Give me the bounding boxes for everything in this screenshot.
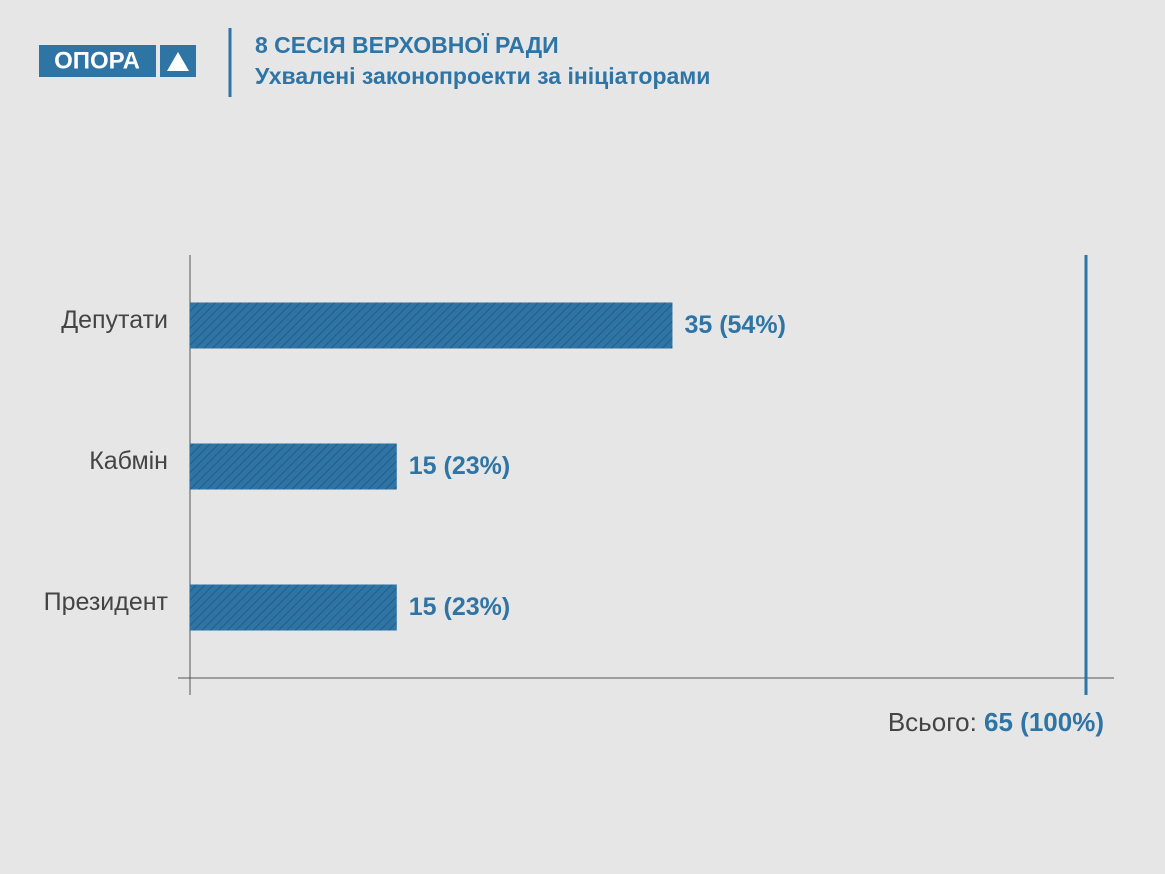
chart-title: 8 СЕСІЯ ВЕРХОВНОЇ РАДИ bbox=[255, 32, 559, 58]
total-annotation: Всього: 65 (100%) bbox=[888, 707, 1104, 737]
bar bbox=[190, 302, 673, 349]
chart-subtitle: Ухвалені законопроекти за ініціаторами bbox=[255, 63, 710, 89]
value-label: 15 (23%) bbox=[409, 452, 510, 480]
logo-triangle bbox=[167, 52, 189, 71]
bar bbox=[190, 443, 397, 490]
logo-text: ОПОРА bbox=[54, 47, 140, 74]
category-label: Кабмін bbox=[89, 447, 168, 475]
total-value: 65 (100%) bbox=[984, 707, 1104, 737]
category-label: Президент bbox=[44, 588, 169, 616]
value-label: 15 (23%) bbox=[409, 593, 510, 621]
total-label: Всього: bbox=[888, 707, 977, 737]
logo-box bbox=[39, 45, 156, 77]
value-label: 35 (54%) bbox=[684, 311, 785, 339]
category-label: Депутати bbox=[61, 306, 168, 334]
bar bbox=[190, 584, 397, 631]
